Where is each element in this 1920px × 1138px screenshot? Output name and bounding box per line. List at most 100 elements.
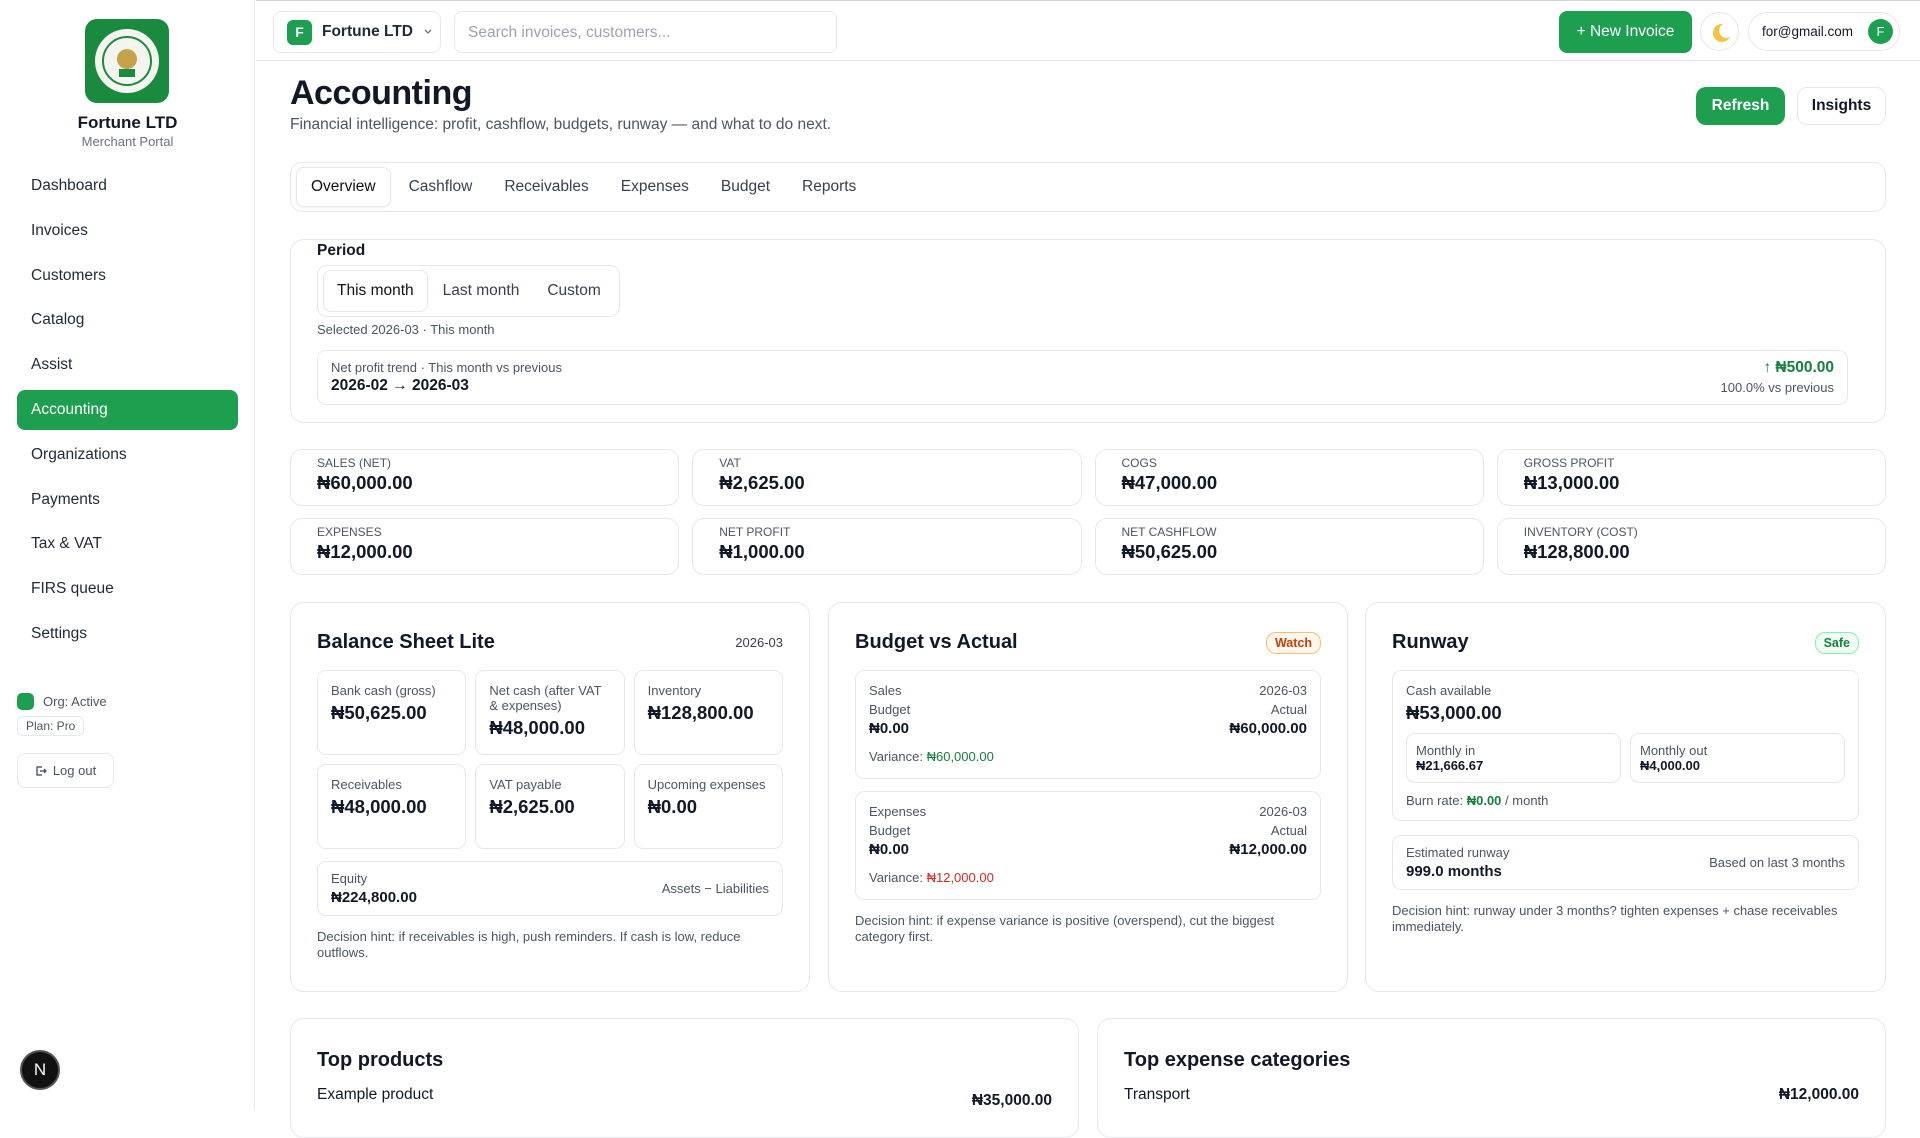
period-selector: This month Last month Custom [317,265,620,317]
budget-card: Budget vs Actual Watch Sales 2026-03 Budget… [828,602,1348,992]
nav-item[interactable]: Catalog [31,311,85,329]
portal-label: Merchant Portal [81,134,174,149]
burn-value: ₦0.00 [1466,793,1502,808]
app: Fortune LTD Merchant Portal Dashboard Inv… [17,0,1920,1138]
tab[interactable]: Budget [720,178,771,195]
nav-item[interactable]: Payments [31,490,100,508]
hint: Decision hint: if receivables is high, p… [317,929,741,960]
nav-item[interactable]: Settings [31,625,88,642]
moon-icon [1712,23,1730,42]
card-title: Budget vs Actual [855,631,1018,653]
period-option[interactable]: This month [323,270,428,312]
actual-label: Actual [1270,702,1307,717]
period-option[interactable]: Custom [547,282,601,299]
nav-item[interactable]: Organizations [31,445,127,463]
variance-value: ₦12,000.00 [926,870,994,885]
item-value: ₦35,000.00 [971,1092,1052,1109]
tab[interactable]: Receivables [504,178,589,195]
kpi-card: SALES (NET) ₦60,000.00 [290,449,680,506]
page-title: Accounting [290,74,472,112]
kpi-grid: SALES (NET) ₦60,000.00 VAT ₦2,625.00 COGS ₦47… [290,449,1886,575]
kpi-card: GROSS PROFIT ₦13,000.00 [1496,449,1886,506]
card-title: Top expense categories [1124,1049,1351,1071]
insights-button[interactable]: Insights [1797,87,1886,125]
kpi-value: ₦47,000.00 [1121,472,1218,493]
nav-item[interactable]: Invoices [31,221,88,239]
kpi-value: ₦128,800.00 [1523,541,1630,562]
estimate-label: Estimated runway [1406,845,1510,860]
nav-item[interactable]: Assist [31,356,73,374]
row-head: Sales 2026-03 [869,683,1307,698]
kpi-label: NET CASHFLOW [1121,525,1217,539]
trend-value: ↑ ₦500.00 [1763,359,1834,376]
nav-item[interactable]: Tax & VAT [31,535,102,553]
refresh-button[interactable]: Refresh [1696,87,1785,125]
estimate-box: Estimated runway 999.0 months Based on la… [1392,835,1859,890]
logout-button[interactable]: Log out [17,753,114,788]
item-name: Transport [1124,1086,1190,1103]
card-title: Balance Sheet Lite [317,631,495,653]
nav-item[interactable]: FIRS queue [31,580,114,598]
nav-item[interactable]: Customers [31,266,106,284]
trend-change: 100.0% vs previous [1720,380,1834,395]
plan-badge: Plan: Pro [17,716,85,736]
kpi-label: SALES (NET) [317,456,392,470]
top-products-card: Top products Example product ₦35,000.00 [290,1018,1079,1138]
logout-icon [36,765,47,776]
estimate-note: Based on last 3 months [1709,855,1845,870]
user-menu[interactable]: for@gmail.com F [1748,12,1900,51]
equity-label: Equity [331,871,368,886]
kpi-card: NET PROFIT ₦1,000.00 [692,518,1082,575]
nav-item[interactable]: Dashboard [31,177,107,194]
org-switcher[interactable]: F Fortune LTD [273,11,441,53]
balance-item: Upcoming expenses ₦0.00 [633,764,783,849]
burn-label: Burn rate: [1406,793,1464,808]
actual-value: ₦12,000.00 [1229,841,1307,858]
budget-label: Budget [869,702,911,717]
kpi-card: EXPENSES ₦12,000.00 [290,518,680,575]
kpi-value: ₦1,000.00 [719,541,805,562]
hint: Decision hint: if expense variance is po… [855,913,1275,944]
balance-item: Bank cash (gross) ₦50,625.00 [317,670,467,755]
actual-label: Actual [1270,823,1307,838]
status-dot [17,693,34,710]
variance-label: Variance: [869,870,923,885]
item-value: ₦12,000.00 [1778,1086,1859,1103]
balance-item: Net cash (after VAT & expenses) ₦48,000.0… [475,670,625,755]
budget-rows: Sales 2026-03 Budget Actual ₦0.00 ₦60,000.00 V… [855,670,1321,900]
item-value: ₦48,000.00 [489,717,585,738]
nav-item[interactable]: Accounting [17,390,238,430]
row-values: ₦0.00 ₦60,000.00 [869,717,1307,737]
tab[interactable]: Expenses [620,178,689,195]
kpi-value: ₦60,000.00 [317,472,413,493]
tab[interactable]: Overview [296,167,391,207]
tab[interactable]: Cashflow [408,178,473,195]
period-option[interactable]: Last month [442,282,520,299]
variance: Variance: ₦12,000.00 [869,870,1307,885]
kpi-card: COGS ₦47,000.00 [1094,449,1484,506]
kpi-label: COGS [1121,456,1157,470]
kpi-label: EXPENSES [317,525,382,539]
logo-emblem [95,29,159,93]
hint: Decision hint: runway under 3 months? ti… [1392,903,1838,934]
balance-item: Receivables ₦48,000.00 [317,764,467,849]
item-value: ₦0.00 [647,796,698,817]
logout-label: Log out [52,763,97,778]
search-input[interactable]: Search invoices, customers... [454,11,837,53]
row-name: Expenses [869,804,927,819]
dev-badge[interactable]: N [20,1050,60,1090]
label: Monthly out [1640,743,1708,758]
period-label: Period [317,242,366,259]
status-badge: Watch [1265,631,1321,654]
user-email: for@gmail.com [1762,24,1853,39]
page-subtitle: Financial intelligence: profit, cashflow… [290,116,832,133]
new-invoice-button[interactable]: + New Invoice [1559,11,1692,53]
period-selected: Selected 2026-03 · This month [317,322,495,337]
equity: Equity ₦224,800.00 [331,871,417,906]
trend-label: Net profit trend · This month vs previou… [331,360,562,375]
org-status: Org: Active [43,694,107,709]
tab[interactable]: Reports [802,178,857,195]
balance-grid: Bank cash (gross) ₦50,625.00 Net cash (aft… [317,670,783,849]
theme-toggle[interactable] [1700,12,1739,51]
equity-value: ₦224,800.00 [331,889,417,906]
